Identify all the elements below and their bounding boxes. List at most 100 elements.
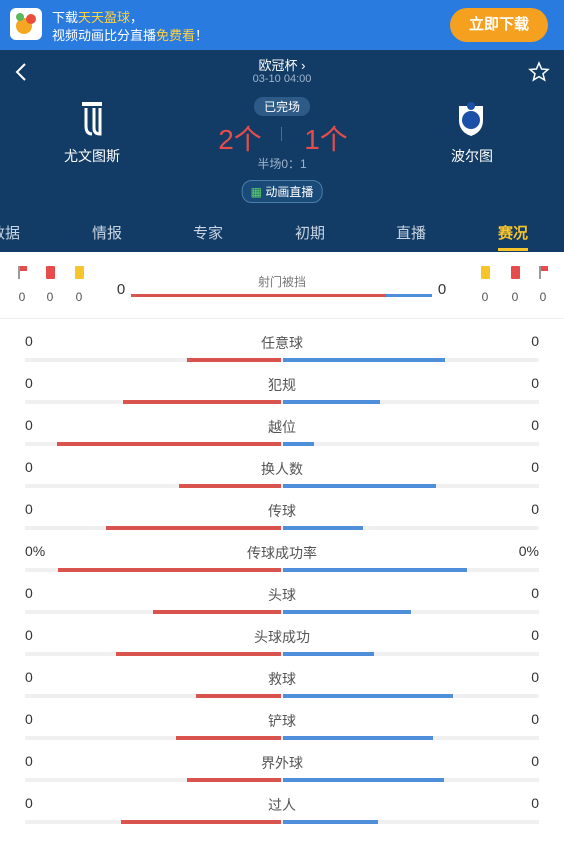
corner-icon [18, 266, 20, 279]
stat-home: 0 [25, 795, 33, 811]
track [25, 568, 539, 572]
away-bar [283, 442, 314, 446]
home-bar [196, 694, 281, 698]
stat-label: 头球成功 [254, 629, 310, 645]
away-bar [283, 778, 444, 782]
stat-label: 传球成功率 [247, 545, 317, 561]
stat-away: 0 [531, 711, 539, 727]
tab[interactable]: 直播 [395, 225, 427, 242]
summary-bar-away [386, 294, 432, 297]
home-bar [58, 568, 281, 572]
away-count: 0 [511, 290, 519, 304]
stat-label: 头球 [268, 587, 296, 603]
away-bar [283, 652, 374, 656]
text: 视频动画比分直播 [52, 28, 157, 43]
match-header [0, 50, 564, 252]
live-button[interactable]: ▦ 动画直播 [241, 180, 323, 203]
away-bar [283, 484, 436, 488]
summary-home: 0 [116, 281, 126, 298]
home-bar [179, 484, 281, 488]
home-bar [57, 442, 281, 446]
home-count: 0 [18, 290, 26, 304]
stat-away: 0 [531, 753, 539, 769]
away-count: 0 [481, 290, 489, 304]
stat-away: 0 [531, 375, 539, 391]
away-team[interactable]: 波尔图 [451, 148, 493, 164]
competition-name: 欧冠杯 [258, 58, 298, 73]
tab[interactable]: 专家 [192, 225, 224, 242]
stat-home: 0 [25, 375, 33, 391]
tab-underline [498, 248, 528, 251]
home-count: 0 [75, 290, 83, 304]
match-time: 03-10 04:00 [252, 73, 312, 85]
stat-home: 0% [25, 543, 46, 559]
stat-label: 传球 [268, 503, 296, 519]
stat-away: 0 [531, 501, 539, 517]
stat-label: 犯规 [268, 377, 296, 393]
away-bar [283, 820, 378, 824]
home-bar [121, 820, 281, 824]
stat-home: 0 [25, 753, 33, 769]
favorite-button[interactable] [528, 61, 550, 83]
stat-home: 0 [25, 459, 33, 475]
stat-label: 换人数 [261, 461, 303, 477]
back-button[interactable] [12, 62, 30, 82]
text: ！ [195, 28, 209, 43]
away-bar [283, 568, 467, 572]
home-bar [106, 526, 281, 530]
highlight: 免费看 [156, 28, 196, 43]
red-card-icon [511, 266, 520, 279]
yellow-card-icon [481, 266, 490, 279]
banner-line1: 下载天天盈球， [52, 7, 143, 26]
stat-label: 铲球 [268, 713, 296, 729]
stat-home: 0 [25, 711, 33, 727]
stat-away: 0 [531, 627, 539, 643]
away-bar [283, 358, 445, 362]
stat-away: 0 [531, 459, 539, 475]
corner-flag [20, 266, 27, 271]
track [25, 694, 539, 698]
away-logo [459, 102, 483, 136]
status: 已完场 [253, 97, 311, 116]
stat-away: 0 [531, 585, 539, 601]
stat-away: 0% [518, 543, 539, 559]
home-bar [123, 400, 281, 404]
stat-label: 任意球 [261, 335, 303, 351]
live-label: 动画直播 [265, 185, 314, 199]
track [25, 610, 539, 614]
tab[interactable]: 数据 [0, 225, 21, 242]
home-count: 0 [46, 290, 54, 304]
home-team[interactable]: 尤文图斯 [64, 148, 120, 164]
away-bar [283, 526, 363, 530]
tab[interactable]: 情报 [91, 225, 123, 242]
app-logo [10, 8, 42, 40]
tab[interactable]: 初期 [294, 225, 326, 242]
corner-icon [539, 266, 541, 279]
summary-away: 0 [437, 281, 447, 298]
home-bar [116, 652, 281, 656]
track [25, 778, 539, 782]
tab[interactable]: 赛况 [497, 225, 529, 242]
stat-label: 界外球 [261, 755, 303, 771]
home-score: 2个 [218, 124, 262, 155]
stat-home: 0 [25, 669, 33, 685]
competition[interactable]: 欧冠杯 › [258, 58, 306, 73]
home-bar [187, 778, 281, 782]
text: ， [130, 10, 144, 25]
away-bar [283, 736, 433, 740]
away-count: 0 [539, 290, 547, 304]
stat-home: 0 [25, 333, 33, 349]
stat-home: 0 [25, 585, 33, 601]
text: 下载 [52, 10, 79, 25]
summary-bar-home [131, 294, 386, 297]
stat-away: 0 [531, 669, 539, 685]
download-button[interactable]: 立即下载 [450, 8, 548, 42]
score-divider [281, 127, 282, 141]
yellow-card-icon [75, 266, 84, 279]
away-score: 1个 [304, 124, 348, 155]
stat-label: 救球 [268, 671, 296, 687]
stat-label: 过人 [268, 797, 296, 813]
track [25, 484, 539, 488]
stat-home: 0 [25, 627, 33, 643]
